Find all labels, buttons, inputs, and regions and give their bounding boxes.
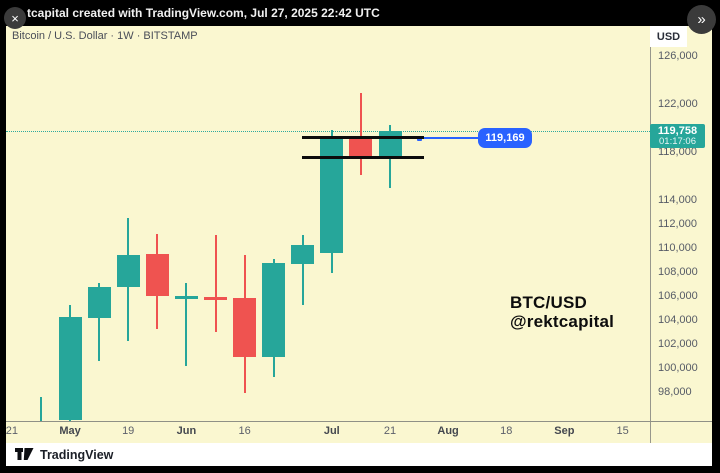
candle-body: [204, 297, 227, 300]
time-axis[interactable]: 21 May 19 Jun 16 Jul 21 Aug 18 Sep 15: [6, 421, 712, 443]
chevrons-right-icon: »: [697, 11, 705, 28]
candle-close-countdown: 01:17:06: [659, 135, 696, 147]
current-price-badge: 119,758 01:17:06: [650, 123, 705, 148]
time-tick-label: 21: [383, 425, 397, 437]
price-tick-label: 108,000: [658, 266, 698, 278]
current-price-line: [6, 130, 650, 132]
author-watermark: BTC/USD @rektcapital: [510, 293, 614, 331]
drawn-level-line: [302, 155, 424, 159]
price-tick-label: 106,000: [658, 290, 698, 302]
time-tick-label: 15: [616, 425, 629, 437]
watermark-symbol: BTC/USD: [510, 293, 587, 312]
time-tick-label: Sep: [554, 425, 575, 437]
current-price-value: 119,758: [657, 124, 698, 137]
candle-body: [87, 287, 111, 319]
candle-body: [233, 297, 257, 358]
price-tick-label: 122,000: [658, 98, 698, 110]
candle-wick: [301, 234, 304, 305]
price-tick-label: 126,000: [658, 50, 698, 62]
price-tick-label: 98,000: [658, 386, 692, 398]
symbol-legend: Bitcoin / U.S. Dollar · 1W · BITSTAMP: [12, 30, 198, 42]
callout-connector-line: [421, 137, 478, 139]
right-frame-strip: [712, 0, 720, 473]
tradingview-logo-icon: [15, 448, 34, 460]
price-tick-label: 102,000: [658, 338, 698, 350]
expand-button[interactable]: »: [687, 5, 716, 34]
time-tick-label: Jul: [323, 425, 340, 437]
top-bar-title: tcapital created with TradingView.com, J…: [27, 6, 380, 20]
drawn-level-line: [302, 135, 424, 139]
price-tick-label: 110,000: [658, 242, 697, 254]
tradingview-footer: TradingView: [6, 443, 712, 466]
tradingview-brand-link[interactable]: TradingView: [40, 447, 114, 462]
candle-body: [291, 245, 315, 265]
candle-body: [320, 137, 344, 253]
time-tick-label: 16: [238, 425, 251, 437]
price-tick-label: 114,000: [658, 194, 697, 206]
candle-wick: [359, 93, 362, 175]
candle-wick: [98, 282, 101, 361]
time-tick-label: Jun: [176, 425, 197, 437]
time-tick-label: 18: [500, 425, 513, 437]
price-axis-currency: USD: [650, 26, 687, 47]
price-tick-label: 118,000: [658, 146, 697, 158]
price-callout-label[interactable]: 119,169: [478, 128, 532, 148]
candle-body: [174, 296, 198, 299]
candle-wick: [185, 282, 188, 367]
candle-body: [116, 255, 140, 287]
price-axis[interactable]: 126,000 122,000 118,000 114,000 112,000 110,0…: [650, 26, 712, 421]
top-bar: tcapital created with TradingView.com, J…: [0, 0, 720, 26]
time-tick-label: 21: [5, 425, 19, 437]
time-tick-label: 19: [122, 425, 135, 437]
candle-wick: [214, 234, 217, 332]
price-axis-separator: [650, 26, 651, 443]
candle-body: [262, 263, 286, 358]
close-icon: ×: [11, 10, 19, 26]
chart-background: [6, 26, 712, 443]
time-axis-separator: [6, 421, 712, 422]
close-button[interactable]: ×: [4, 7, 26, 29]
price-tick-label: 104,000: [658, 314, 698, 326]
bottom-frame-strip: [0, 466, 720, 473]
chart-plot-area[interactable]: 119,169: [6, 26, 650, 421]
time-tick-label: Aug: [437, 425, 459, 437]
candle-body: [145, 254, 169, 296]
candle-body: [58, 317, 82, 421]
candle-body: [349, 137, 373, 158]
time-tick-label: May: [59, 425, 81, 437]
left-frame-strip: [0, 0, 6, 473]
watermark-handle: @rektcapital: [510, 312, 615, 331]
price-tick-label: 100,000: [658, 362, 698, 374]
price-tick-label: 112,000: [658, 218, 697, 230]
candle-wick: [40, 396, 42, 421]
